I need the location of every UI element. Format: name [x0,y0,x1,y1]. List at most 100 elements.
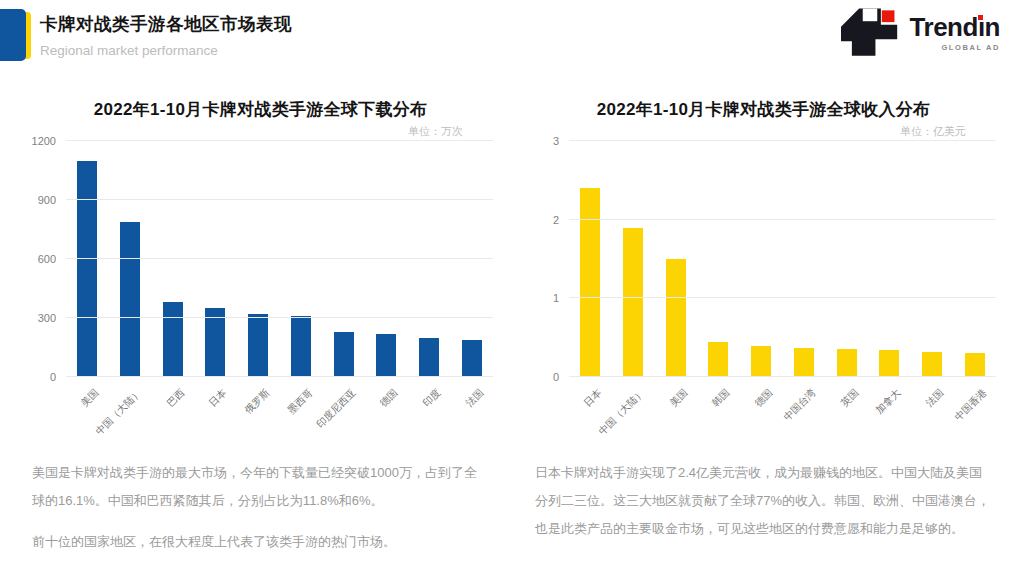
x-axis-label: 中国台湾 [781,386,819,424]
bar [623,228,643,377]
downloads-plot-area [66,141,493,377]
x-slot: 法国 [450,377,493,441]
bar-column [825,141,868,377]
y-tick-label: 0 [553,371,559,383]
logo-wordmark: Trendın [910,14,1000,40]
bar-column [697,141,740,377]
logo-text: Trendın GLOBAL AD [910,14,1000,52]
downloads-chart-panel: 2022年1-10月卡牌对战类手游全球下载分布 单位：万次 0300600900… [28,98,493,441]
gridline [569,140,996,141]
y-tick-label: 600 [38,253,56,265]
x-axis-label: 加拿大 [873,386,904,417]
bar [751,346,771,377]
bar-column [612,141,655,377]
bar-column [194,141,237,377]
page-subtitle: Regional market performance [40,43,292,58]
bar [291,316,311,377]
x-slot: 印度 [408,377,451,441]
downloads-note-paragraph: 美国是卡牌对战类手游的最大市场，今年的下载量已经突破1000万，占到了全球的16… [32,459,489,515]
x-axis-label: 中国香港 [951,386,989,424]
x-axis-label: 印度 [420,386,444,410]
x-axis-label: 美国 [667,386,691,410]
gridline [66,317,493,318]
revenue-chart-title: 2022年1-10月卡牌对战类手游全球收入分布 [531,98,996,121]
bar [163,302,183,377]
revenue-chart-unit: 单位：亿美元 [531,124,996,139]
notes-row: 美国是卡牌对战类手游的最大市场，今年的下载量已经突破1000万，占到了全球的16… [0,459,1024,556]
x-slot: 德国 [365,377,408,441]
gridline [66,199,493,200]
x-slot: 美国 [654,377,697,441]
gridline [569,297,996,298]
bar [120,222,140,377]
y-tick-label: 1200 [32,135,56,147]
x-axis-label: 法国 [923,386,947,410]
downloads-x-axis: 美国中国（大陆）巴西日本俄罗斯墨西哥印度尼西亚德国印度法国 [28,377,493,441]
bar-column [408,141,451,377]
bar-column [151,141,194,377]
bar [965,353,985,377]
x-slot: 印度尼西亚 [322,377,365,441]
page-header: 卡牌对战类手游各地区市场表现 Regional market performan… [0,0,1024,66]
revenue-chart-panel: 2022年1-10月卡牌对战类手游全球收入分布 单位：亿美元 0123 日本中国… [531,98,996,441]
charts-row: 2022年1-10月卡牌对战类手游全球下载分布 单位：万次 0300600900… [0,98,1024,441]
page-title: 卡牌对战类手游各地区市场表现 [40,12,292,36]
bar [666,259,686,377]
trendin-logo: Trendın GLOBAL AD [841,8,1000,58]
bar-column [237,141,280,377]
revenue-note: 日本卡牌对战手游实现了2.4亿美元营收，成为最赚钱的地区。中国大陆及美国分列二三… [531,459,996,556]
bar-column [654,141,697,377]
revenue-x-labels: 日本中国（大陆）美国韩国德国中国台湾英国加拿大法国中国香港 [569,377,996,441]
x-slot: 日本 [194,377,237,441]
gridline [569,219,996,220]
x-slot: 中国香港 [953,377,996,441]
bar [248,314,268,377]
y-tick-label: 900 [38,194,56,206]
x-axis-label: 日本 [206,386,230,410]
bar-column [911,141,954,377]
bar-column [783,141,826,377]
downloads-chart-body: 03006009001200 [28,141,493,377]
x-slot: 巴西 [151,377,194,441]
x-axis-label: 俄罗斯 [242,386,273,417]
x-slot: 中国（大陆） [109,377,152,441]
bar [77,161,97,377]
bar [922,352,942,377]
x-axis-label: 韩国 [709,386,733,410]
bar [376,334,396,377]
downloads-x-labels: 美国中国（大陆）巴西日本俄罗斯墨西哥印度尼西亚德国印度法国 [66,377,493,441]
bar-column [450,141,493,377]
bar [879,350,899,377]
bar-column [953,141,996,377]
bar [580,188,600,377]
report-slide: 卡牌对战类手游各地区市场表现 Regional market performan… [0,0,1024,576]
x-axis-label: 英国 [837,386,861,410]
bar [419,338,439,377]
revenue-y-axis: 0123 [531,141,569,377]
downloads-note-paragraph: 前十位的国家地区，在很大程度上代表了该类手游的热门市场。 [32,528,489,556]
downloads-y-axis: 03006009001200 [28,141,66,377]
revenue-chart-body: 0123 [531,141,996,377]
downloads-bars [66,141,493,377]
bar-column [280,141,323,377]
accent-blue-bar [0,9,26,61]
bar-column [569,141,612,377]
bar-column [868,141,911,377]
revenue-plot-area [569,141,996,377]
gridline [66,258,493,259]
bar [837,349,857,377]
revenue-bars [569,141,996,377]
x-slot: 中国（大陆） [612,377,655,441]
logo-tagline: GLOBAL AD [910,43,1000,52]
bar-column [322,141,365,377]
trendin-logo-icon [841,8,899,58]
bar [794,348,814,377]
bar-column [365,141,408,377]
downloads-note: 美国是卡牌对战类手游的最大市场，今年的下载量已经突破1000万，占到了全球的16… [28,459,493,556]
bar-column [740,141,783,377]
header-accent-mark [0,9,36,63]
x-axis-label: 美国 [78,386,102,410]
bar [334,332,354,377]
bar [205,308,225,377]
x-slot: 德国 [740,377,783,441]
